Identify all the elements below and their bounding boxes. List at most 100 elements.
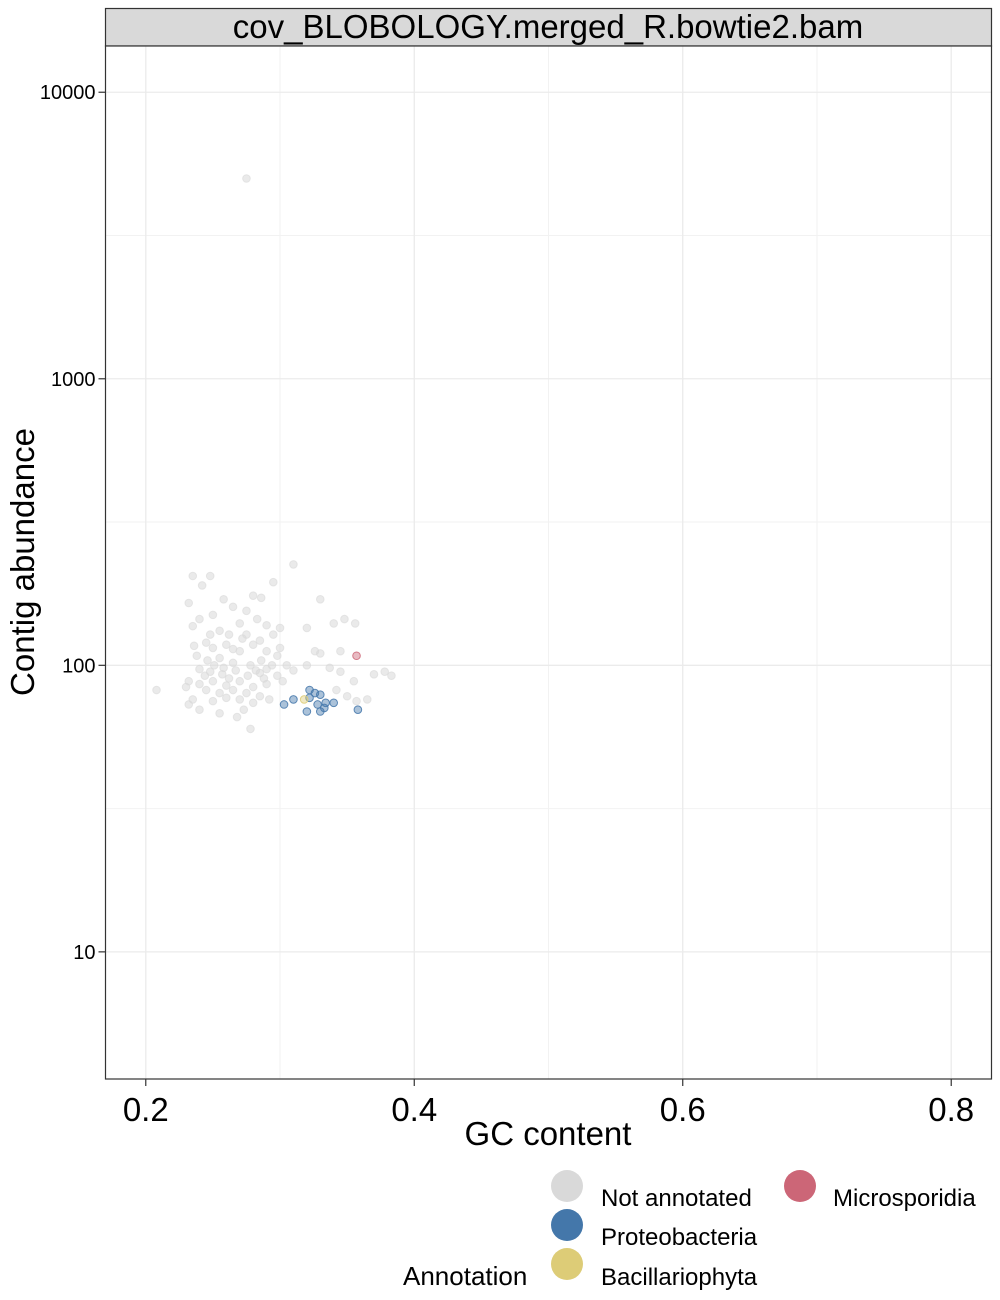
x-tick-label: 0.8 [928,1091,974,1128]
data-point [215,709,224,718]
data-point [248,698,258,708]
data-point [255,636,265,645]
data-point [302,623,312,633]
data-point [362,695,372,704]
y-tick-label: 1000 [51,369,96,391]
data-point [262,646,271,656]
data-point [248,591,258,600]
x-axis: 0.2 0.4 0.6 0.8 [123,1079,974,1128]
data-point [188,621,198,631]
data-point [315,594,325,604]
data-point [197,581,207,590]
data-point [387,671,396,680]
y-tick-label: 100 [62,655,95,677]
data-point [380,667,390,677]
data-point [228,644,238,654]
data-point [246,724,255,734]
data-point [315,690,325,699]
data-point [201,685,211,695]
data-point [329,619,339,628]
data-point [224,630,234,639]
data-point [224,674,234,683]
data-point [228,658,238,668]
data-point [219,594,228,604]
legend-label: Microsporidia [833,1185,976,1212]
data-point [282,661,292,670]
data-point [195,679,204,689]
data-point [329,698,339,708]
data-point [289,560,298,569]
data-point [246,661,255,670]
data-point [200,671,210,680]
data-point [273,671,282,680]
x-tick-label: 0.4 [391,1091,437,1128]
data-point [342,691,352,701]
data-point [289,666,298,675]
facet-title: cov_BLOBOLOGY.merged_R.bowtie2.bam [233,8,863,45]
data-point [256,656,266,665]
data-point [152,685,161,695]
data-point [275,623,285,633]
data-point [231,666,241,675]
data-point [302,661,312,670]
data-point [239,705,249,715]
data-point [275,643,285,653]
data-point [192,651,202,661]
data-point [248,682,258,692]
data-point [273,651,282,661]
legend-key [551,1170,583,1202]
data-point [184,598,194,608]
grid-major [105,46,992,1079]
legend-key [551,1248,583,1280]
data-point [269,630,278,639]
data-point [219,663,228,673]
data-point [235,695,245,704]
data-point [251,666,261,675]
legend-title: Annotation [403,1261,527,1291]
data-point [208,676,218,686]
x-tick-label: 0.2 [123,1091,169,1128]
panel-border [104,45,993,1080]
data-point [325,663,334,673]
data-point [262,620,271,630]
data-point [278,676,288,686]
y-axis-title: Contig abundance [4,428,41,696]
data-point [222,693,231,703]
data-point [350,619,360,628]
y-tick-label: 10000 [40,82,96,104]
data-point [215,626,224,636]
y-tick-label: 10 [73,942,95,964]
data-point [222,681,231,690]
data-point [262,664,271,674]
data-point [252,614,262,624]
data-point [299,695,309,704]
data-point [352,696,361,706]
data-point [352,651,361,661]
data-point [215,653,224,663]
data-point [235,619,245,628]
data-point [205,630,215,639]
data-points [152,174,396,734]
data-point [255,691,265,701]
x-tick-label: 0.6 [660,1091,706,1128]
data-point [209,661,219,670]
data-point [205,571,215,581]
data-point [289,695,298,704]
data-point [181,682,191,692]
data-point [242,606,251,616]
facet-strip [104,7,993,47]
data-point [208,696,218,706]
data-point [259,674,269,683]
data-point [302,707,312,716]
legend-key [551,1209,583,1241]
data-point [256,593,266,603]
legend-label: Not annotated [601,1185,752,1212]
data-point [242,174,251,183]
data-point [264,695,274,704]
data-point [201,638,211,647]
data-point [336,646,345,656]
data-point [215,688,224,698]
data-point [184,700,194,709]
data-point [369,670,379,679]
legend-label: Proteobacteria [601,1224,758,1251]
